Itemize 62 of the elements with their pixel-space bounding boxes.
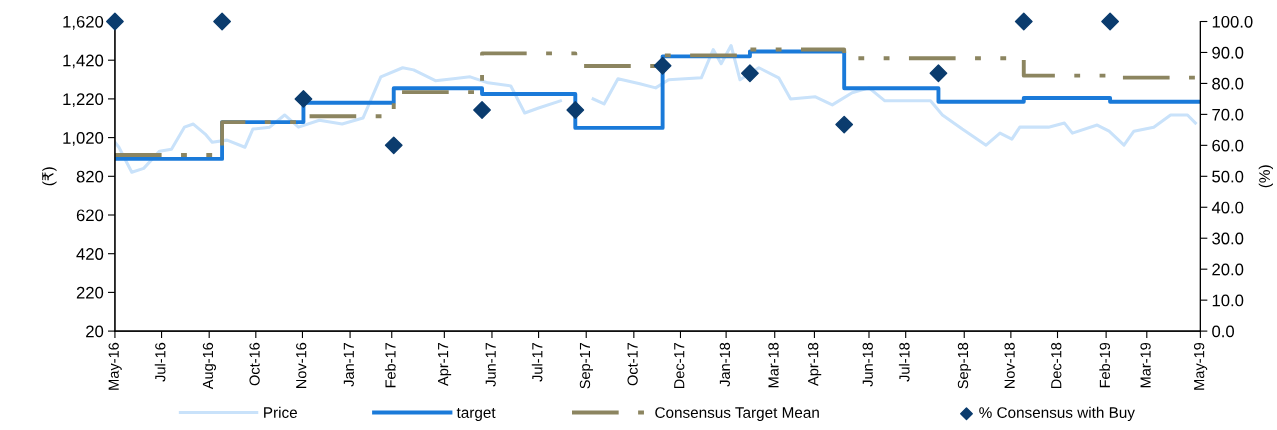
y-tick-label: 1,420 <box>63 54 104 69</box>
x-tick-label: Nov-16 <box>296 342 307 389</box>
y2-tick-label: 50.0 <box>1212 170 1244 183</box>
x-tick-label: Jul-16 <box>154 342 166 382</box>
y-tick-label: 820 <box>76 170 104 183</box>
y2-tick-label: 20.0 <box>1212 263 1244 276</box>
y-tick-label: 1,220 <box>63 93 104 108</box>
y-tick-label: 1,620 <box>63 15 104 30</box>
y2-tick-label: 30.0 <box>1212 232 1244 245</box>
x-tick-label: Sep-18 <box>957 342 972 389</box>
x-tick-label: Oct-17 <box>627 342 638 386</box>
x-tick-label: Jan-17 <box>343 342 354 387</box>
y2-tick-label: 0.0 <box>1212 325 1235 338</box>
y2-tick-label: 60.0 <box>1212 139 1244 152</box>
y-tick-label: 420 <box>76 248 104 260</box>
point <box>1101 12 1120 31</box>
y2-tick-label: 70.0 <box>1212 108 1244 121</box>
x-tick-label: Oct-16 <box>249 342 260 386</box>
x-tick-label: Mar-19 <box>1140 342 1151 388</box>
y-tick-label: 620 <box>76 209 104 222</box>
x-tick-label: May-16 <box>108 342 122 390</box>
y2-tick-label: 100.0 <box>1212 15 1253 28</box>
point <box>929 64 948 83</box>
point <box>384 136 403 155</box>
x-tick-label: Mar-18 <box>768 342 779 388</box>
legend-label: target <box>456 407 496 422</box>
x-tick-label: Apr-18 <box>808 342 822 386</box>
legend-label: Price <box>264 406 297 418</box>
y-tick-label: 1,020 <box>63 132 104 146</box>
point <box>653 56 672 75</box>
x-tick-label: Feb-17 <box>384 342 396 388</box>
x-tick-label: Nov-18 <box>1004 342 1015 389</box>
x-tick-label: Apr-17 <box>438 342 452 386</box>
x-tick-label: Dec-18 <box>1051 342 1062 389</box>
y2-tick-label: 90.0 <box>1212 46 1244 59</box>
y-tick-label: 220 <box>76 286 104 299</box>
y-axis-title: (₹) <box>42 167 57 186</box>
y2-axis-title: (%) <box>1258 165 1273 188</box>
x-tick-label: Feb-19 <box>1099 342 1111 388</box>
x-tick-label: Jul-17 <box>531 342 543 382</box>
x-tick-label: Dec-17 <box>674 342 685 389</box>
y-tick-label: 20 <box>86 325 104 338</box>
point <box>835 115 854 134</box>
point <box>106 12 124 31</box>
x-tick-label: Jan-18 <box>719 342 731 387</box>
y2-tick-label: 80.0 <box>1212 77 1244 90</box>
x-tick-label: Jul-18 <box>898 342 910 382</box>
x-tick-label: May-19 <box>1193 342 1208 390</box>
point <box>741 64 759 83</box>
x-tick-label: Sep-17 <box>579 342 594 389</box>
legend-label: Consensus Target Mean <box>655 407 819 422</box>
legend-label: % Consensus with Buy <box>979 406 1135 422</box>
point <box>566 101 585 119</box>
x-tick-label: Jun-18 <box>862 342 873 387</box>
x-tick-label: Jun-17 <box>485 342 496 387</box>
x-tick-label: Aug-16 <box>202 342 216 390</box>
y2-tick-label: 40.0 <box>1211 201 1244 214</box>
point <box>213 12 231 31</box>
y2-tick-label: 10.0 <box>1212 294 1244 307</box>
point <box>473 101 491 119</box>
point <box>1014 12 1033 31</box>
point <box>294 89 313 108</box>
